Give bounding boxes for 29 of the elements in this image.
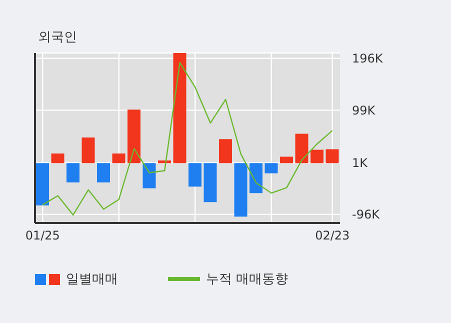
bar [97,163,110,182]
chart-title: 외국인 [38,29,77,46]
bar [264,163,278,174]
bar [326,149,339,164]
bar [188,163,202,187]
bar [219,139,232,164]
legend-label: 누적 매매동향 [206,271,288,288]
bar [310,150,324,164]
bar [142,163,156,188]
bar [51,154,64,164]
bar [234,163,248,217]
bar [36,163,49,206]
y-tick-label: 99K [352,103,376,118]
bar [250,163,262,194]
y-tick-label: 196K [352,52,384,66]
bar [280,156,293,164]
bar [204,163,217,202]
x-tick-label: 02/23 [315,228,350,243]
line-series [42,62,333,216]
x-tick-label: 01/25 [25,228,60,243]
bar [66,163,80,182]
legend-label: 일별매매 [66,271,118,288]
y-tick-label: -96K [352,208,381,222]
bar [112,154,126,164]
bar [173,53,186,164]
bar [295,134,308,164]
y-tick-label: 1K [352,156,369,170]
bar [128,110,140,164]
bar [82,137,95,164]
